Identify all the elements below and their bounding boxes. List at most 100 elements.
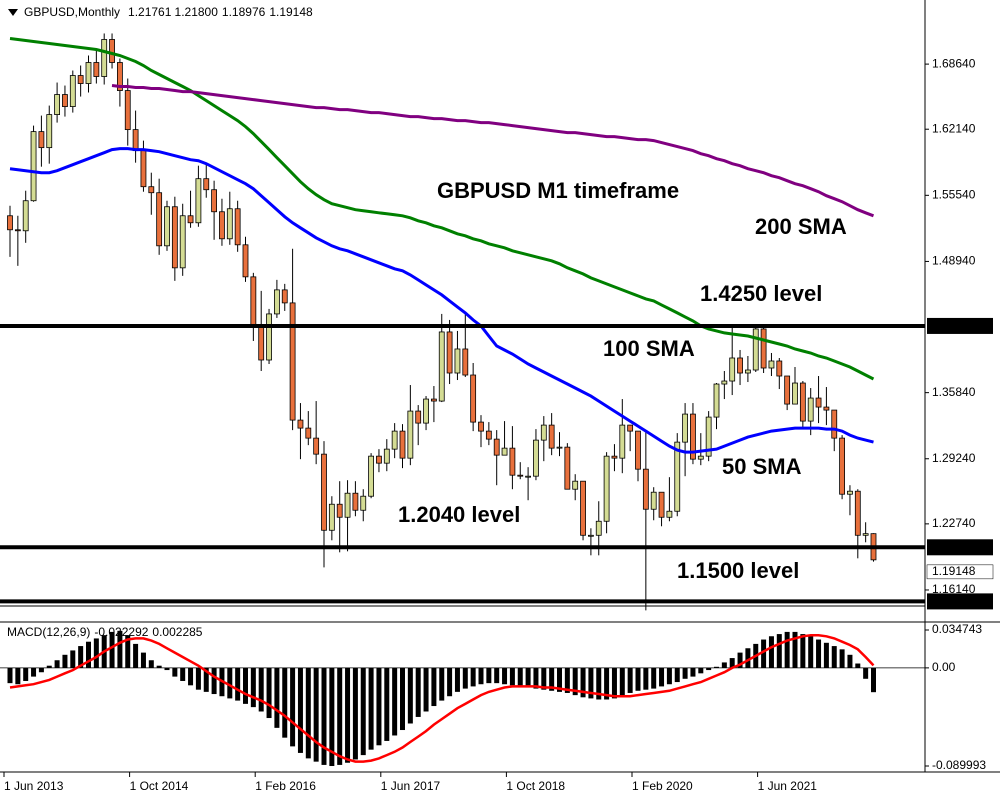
macd-bar (423, 667, 429, 712)
annotation: 1.4250 level (700, 281, 822, 306)
macd-bar (745, 648, 751, 668)
candle-body (305, 427, 312, 439)
macd-bar (666, 667, 672, 685)
candle-body (313, 437, 320, 455)
candle-body (297, 419, 304, 429)
macd-bar (274, 667, 280, 728)
macd-bar (109, 631, 115, 668)
candle-body (336, 503, 343, 518)
macd-bar (415, 667, 421, 717)
candle-body (611, 455, 618, 459)
y-tick-label: 1.22740 (932, 516, 976, 530)
macd-bar (816, 639, 822, 668)
candle-body (211, 189, 218, 213)
macd-bar (619, 667, 625, 697)
candle-body (93, 62, 100, 77)
macd-bar (564, 667, 570, 693)
macd-bar (792, 631, 798, 668)
macd-bar (384, 667, 390, 741)
macd-bar (509, 667, 515, 686)
level-tag-label: 1.42500 (932, 318, 976, 332)
candle-body (54, 94, 60, 115)
candle-body (101, 39, 108, 77)
candle-body (823, 406, 830, 411)
macd-bar (376, 667, 382, 746)
macd-bar (831, 646, 837, 668)
candle-body (423, 398, 429, 424)
candle-body (752, 328, 759, 371)
macd-bar (93, 638, 99, 668)
candle-body (799, 382, 806, 422)
candle-body (407, 410, 414, 459)
candle-body (376, 455, 382, 464)
x-tick-label: 1 Oct 2014 (130, 779, 189, 793)
candle-body (807, 397, 814, 422)
macd-bar (54, 660, 60, 668)
macd-title: MACD(12,26,9) (7, 625, 90, 639)
macd-bar (855, 663, 861, 668)
candle-body (234, 208, 241, 246)
candle-body (745, 369, 751, 374)
candle-body (250, 276, 257, 327)
y-tick-label: 1.55540 (932, 187, 976, 201)
macd-bar (729, 658, 735, 668)
candle-body (572, 480, 579, 490)
candle-body (85, 62, 92, 84)
macd-bar (502, 667, 508, 685)
candle-body (729, 357, 736, 382)
macd-bar (572, 667, 578, 696)
candle-body (30, 131, 37, 202)
macd-bar (46, 665, 52, 668)
macd-bar (643, 667, 649, 690)
x-tick-label: 1 Feb 2016 (255, 779, 316, 793)
candle-body (148, 186, 155, 194)
macd-bar (321, 667, 327, 765)
sma-line (9, 147, 874, 454)
macd-bar (737, 652, 743, 668)
candle-body (737, 357, 743, 374)
macd-bar (297, 667, 303, 753)
macd-bar (227, 667, 233, 699)
x-tick-label: 1 Jun 2017 (381, 779, 441, 793)
candle-body (344, 492, 351, 518)
macd-bar (337, 667, 343, 765)
macd-bar (258, 667, 264, 712)
macd-bar (352, 667, 358, 760)
candle-body (580, 480, 586, 536)
candle-body (203, 178, 210, 191)
macd-bar (86, 641, 91, 668)
candle-body (352, 492, 359, 511)
y-tick-label: 1.62140 (932, 121, 976, 135)
macd-bar (164, 667, 170, 671)
macd-header: MACD(12,26,9)-0.0222920.002285 (7, 625, 203, 639)
macd-bar (38, 667, 44, 673)
macd-bar (823, 642, 829, 668)
macd-bar (133, 643, 139, 668)
candle-body (171, 206, 178, 269)
macd-bar (690, 667, 696, 677)
candle-body (854, 490, 861, 536)
candle-body (642, 468, 649, 510)
candle-body (399, 430, 406, 459)
candle-body (430, 398, 437, 402)
macd-bar (7, 667, 13, 684)
macd-bar (706, 667, 712, 671)
x-tick-label: 1 Jun 2013 (4, 779, 64, 793)
candle-body (713, 383, 720, 418)
candle-body (179, 215, 186, 269)
macd-bar (243, 667, 248, 704)
candle-body (627, 424, 634, 432)
candle-body (540, 424, 547, 441)
candle-body (226, 208, 233, 240)
macd-bar (768, 636, 774, 668)
macd-bar (714, 666, 719, 668)
level-tag (927, 317, 993, 334)
y-tick-label: 1.35840 (932, 385, 976, 399)
y-tick-label: 1.48940 (932, 254, 976, 268)
macd-bar (776, 634, 782, 668)
candle-body (187, 215, 194, 224)
macd-bar (290, 667, 296, 747)
y-tick-label: 1.29240 (932, 451, 976, 465)
candle-body (478, 421, 484, 432)
